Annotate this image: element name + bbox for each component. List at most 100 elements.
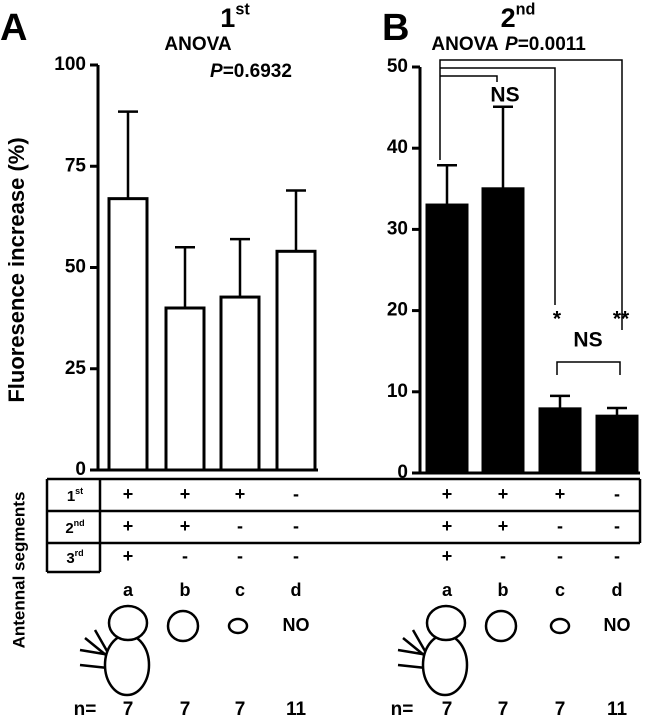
- bar: [481, 187, 525, 475]
- error-bar: [118, 110, 138, 199]
- segment-cell: +: [498, 516, 509, 536]
- stat-label: P: [210, 61, 223, 82]
- bar: [595, 414, 639, 475]
- error-bar: [493, 105, 513, 189]
- absent-label: NO: [283, 615, 310, 635]
- segment-cell: +: [442, 484, 453, 504]
- segment-cell: +: [555, 484, 566, 504]
- row-header-main: 2: [65, 520, 73, 537]
- segment-cell: -: [237, 516, 243, 536]
- annotation: *: [553, 308, 562, 331]
- segment-cell: +: [498, 484, 509, 504]
- segment-cell: +: [235, 484, 246, 504]
- bar: [275, 249, 317, 472]
- error-bar: [550, 394, 570, 409]
- segment-cell: +: [442, 516, 453, 536]
- row-header: 3rd: [66, 548, 83, 567]
- table-grid: [45, 477, 642, 574]
- stat-value: =0.0011: [518, 34, 587, 55]
- n-value: 7: [555, 699, 566, 720]
- n-value: 11: [286, 699, 307, 720]
- y-tick-label: 40: [387, 137, 408, 158]
- row-header: 1st: [67, 486, 83, 505]
- chart-title-main: 2: [501, 3, 516, 33]
- y-tick-label: 0: [75, 459, 86, 480]
- segment-cell: -: [557, 546, 563, 566]
- category-label: b: [180, 580, 191, 600]
- segment-cell: -: [293, 516, 299, 536]
- segment-cell: +: [123, 546, 134, 566]
- y-tick-label: 50: [65, 257, 86, 278]
- panel-letter: A: [0, 7, 27, 49]
- chart-subtitle: ANOVA: [164, 34, 231, 55]
- n-label: n=: [391, 699, 414, 720]
- segment-cell: +: [180, 484, 191, 504]
- segment-cell: -: [614, 516, 620, 536]
- row-header-sup: rd: [75, 548, 84, 558]
- bar: [107, 197, 149, 472]
- y-tick-label: 75: [65, 155, 87, 176]
- category-label: c: [555, 580, 565, 600]
- chart-title-sup: nd: [516, 1, 536, 19]
- segment-cell: +: [442, 546, 453, 566]
- stat-value: =0.6932: [223, 61, 292, 82]
- row-header-sup: st: [75, 486, 83, 496]
- annotation: NS: [573, 329, 602, 352]
- row-header-main: 1: [67, 488, 75, 505]
- panel-letter: B: [382, 7, 409, 49]
- y-tick-label: 25: [65, 358, 87, 379]
- y-tick-label: 20: [387, 300, 408, 321]
- n-value: 7: [442, 699, 453, 720]
- segment-cell: -: [237, 546, 243, 566]
- chart-subtitle: ANOVA: [431, 34, 498, 55]
- category-label: a: [442, 580, 453, 600]
- n-label: n=: [74, 699, 97, 720]
- n-value: 7: [498, 699, 509, 720]
- annotation: NS: [490, 84, 519, 107]
- segment-cell: -: [182, 546, 188, 566]
- table-label: Antennal segments: [9, 492, 28, 649]
- category-label: d: [612, 580, 623, 600]
- stat-label: P: [505, 34, 518, 55]
- segment-cell: -: [293, 484, 299, 504]
- chart-title: 2nd: [501, 1, 536, 33]
- bar: [164, 306, 206, 472]
- y-tick-label: 10: [387, 381, 408, 402]
- antenna-icons: [79, 604, 571, 697]
- n-value: 7: [180, 699, 191, 720]
- row-header-main: 3: [66, 550, 74, 567]
- y-tick-label: 50: [387, 56, 408, 77]
- segment-cell: -: [614, 484, 620, 504]
- row-header: 2nd: [65, 518, 84, 537]
- segment-cell: -: [500, 546, 506, 566]
- chart-title: 1st: [220, 1, 250, 33]
- absent-label: NO: [604, 615, 631, 635]
- stat-text: P=0.6932: [210, 61, 292, 82]
- segment-cell: +: [123, 516, 134, 536]
- n-value: 11: [607, 699, 628, 720]
- error-bar: [286, 189, 306, 252]
- y-tick-label: 30: [387, 218, 408, 239]
- error-bar: [175, 246, 195, 308]
- y-tick-label: 0: [397, 462, 408, 483]
- segment-cell: -: [557, 516, 563, 536]
- error-bar: [437, 164, 457, 206]
- category-label: b: [498, 580, 509, 600]
- n-value: 7: [235, 699, 246, 720]
- bracket-lines: [439, 59, 623, 375]
- stat-text: P=0.0011: [505, 34, 586, 55]
- chart-title-main: 1: [220, 3, 235, 33]
- category-label: a: [123, 580, 134, 600]
- n-value: 7: [123, 699, 134, 720]
- error-bar: [230, 237, 250, 298]
- category-label: d: [291, 580, 302, 600]
- segment-cell: +: [123, 484, 134, 504]
- segment-cell: -: [293, 546, 299, 566]
- row-header-sup: nd: [74, 518, 85, 528]
- category-label: c: [235, 580, 245, 600]
- bar: [425, 203, 469, 475]
- segment-cell: -: [614, 546, 620, 566]
- bar: [219, 295, 261, 472]
- y-tick-label: 100: [54, 54, 86, 75]
